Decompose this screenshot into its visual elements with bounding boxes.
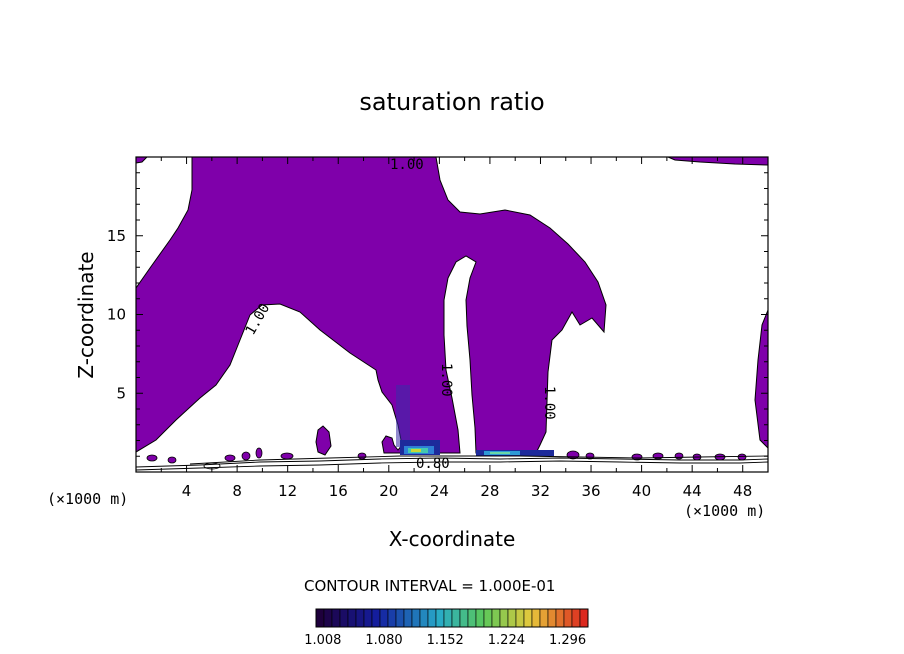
y-tick-label: 15 [107, 227, 126, 245]
colorbar: 1.008 1.080 1.152 1.224 1.296 [304, 608, 589, 648]
colorbar-segment [427, 608, 437, 628]
colorbar-segment [515, 608, 525, 628]
colorbar-segment [491, 608, 501, 628]
colorbar-segment [419, 608, 429, 628]
x-tick-label: 4 [182, 482, 192, 500]
colorbar-segment [363, 608, 373, 628]
saturation-region-small-blob [315, 425, 332, 456]
x-tick-label: 28 [480, 482, 499, 500]
colorbar-segment [571, 608, 581, 628]
colorbar-segment [555, 608, 565, 628]
chart-title: saturation ratio [359, 88, 545, 116]
x-tick-label: 40 [632, 482, 651, 500]
colorbar-segment [411, 608, 421, 628]
colorbar-segment [435, 608, 445, 628]
y-axis-label: Z-coordinate [74, 251, 98, 379]
x-unit-label-left: (×1000 m) [47, 490, 129, 508]
colorbar-segment [507, 608, 517, 628]
colorbar-segment [403, 608, 413, 628]
colorbar-frame [315, 608, 589, 628]
saturation-region-top-left [136, 157, 148, 164]
colorbar-segment [539, 608, 549, 628]
supersaturation-region [136, 157, 768, 471]
colorbar-segment [339, 608, 349, 628]
x-tick-label: 36 [581, 482, 600, 500]
y-tick-label: 10 [107, 306, 126, 324]
contour-label-middle: 1.00 [438, 363, 454, 397]
colorbar-segment [475, 608, 485, 628]
x-axis-label: X-coordinate [388, 527, 516, 551]
colorbar-segment [387, 608, 397, 628]
high-saturation-cores [396, 385, 554, 456]
y-axis-ticks: 5 10 15 [107, 172, 768, 457]
contour-interval-label: CONTOUR INTERVAL = 1.000E-01 [304, 577, 556, 595]
colorbar-segment [331, 608, 341, 628]
contour-label-right: 1.00 [541, 386, 557, 420]
colorbar-segment [451, 608, 461, 628]
colorbar-segment [371, 608, 381, 628]
colorbar-segment [395, 608, 405, 628]
colorbar-segment [459, 608, 469, 628]
colorbar-segment [523, 608, 533, 628]
colorbar-tick-label: 1.008 [304, 633, 341, 648]
contour-label-top: 1.00 [390, 157, 424, 173]
colorbar-segment [467, 608, 477, 628]
x-tick-label: 48 [733, 482, 752, 500]
x-axis-ticks: 4 8 12 16 20 24 28 32 36 40 44 48 [160, 157, 752, 500]
x-tick-label: 8 [232, 482, 242, 500]
x-unit-label-right: (×1000 m) [684, 502, 766, 520]
colorbar-segment [347, 608, 357, 628]
colorbar-segment [531, 608, 541, 628]
x-tick-label: 16 [329, 482, 348, 500]
x-tick-label: 24 [430, 482, 449, 500]
colorbar-segment [499, 608, 509, 628]
x-tick-label: 20 [379, 482, 398, 500]
colorbar-segment [443, 608, 453, 628]
saturation-region-main [136, 157, 607, 454]
colorbar-segment [355, 608, 365, 628]
saturation-region-right-edge [754, 309, 768, 449]
x-tick-label: 32 [531, 482, 550, 500]
colorbar-segment [379, 608, 389, 628]
colorbar-segment [579, 608, 589, 628]
y-tick-label: 5 [116, 384, 126, 402]
colorbar-tick-label: 1.224 [488, 633, 525, 648]
colorbar-tick-label: 1.080 [365, 633, 402, 648]
x-tick-label: 12 [278, 482, 297, 500]
colorbar-segment [323, 608, 333, 628]
colorbar-segment [315, 608, 325, 628]
colorbar-tick-label: 1.152 [427, 633, 464, 648]
x-tick-label: 44 [683, 482, 702, 500]
colorbar-tick-label: 1.296 [549, 633, 586, 648]
contour-label-surface: 0.80 [416, 456, 450, 472]
colorbar-segment [483, 608, 493, 628]
surface-contour-lines [136, 455, 768, 471]
colorbar-segment [563, 608, 573, 628]
saturation-region-top-right [667, 157, 768, 166]
colorbar-segment [547, 608, 557, 628]
